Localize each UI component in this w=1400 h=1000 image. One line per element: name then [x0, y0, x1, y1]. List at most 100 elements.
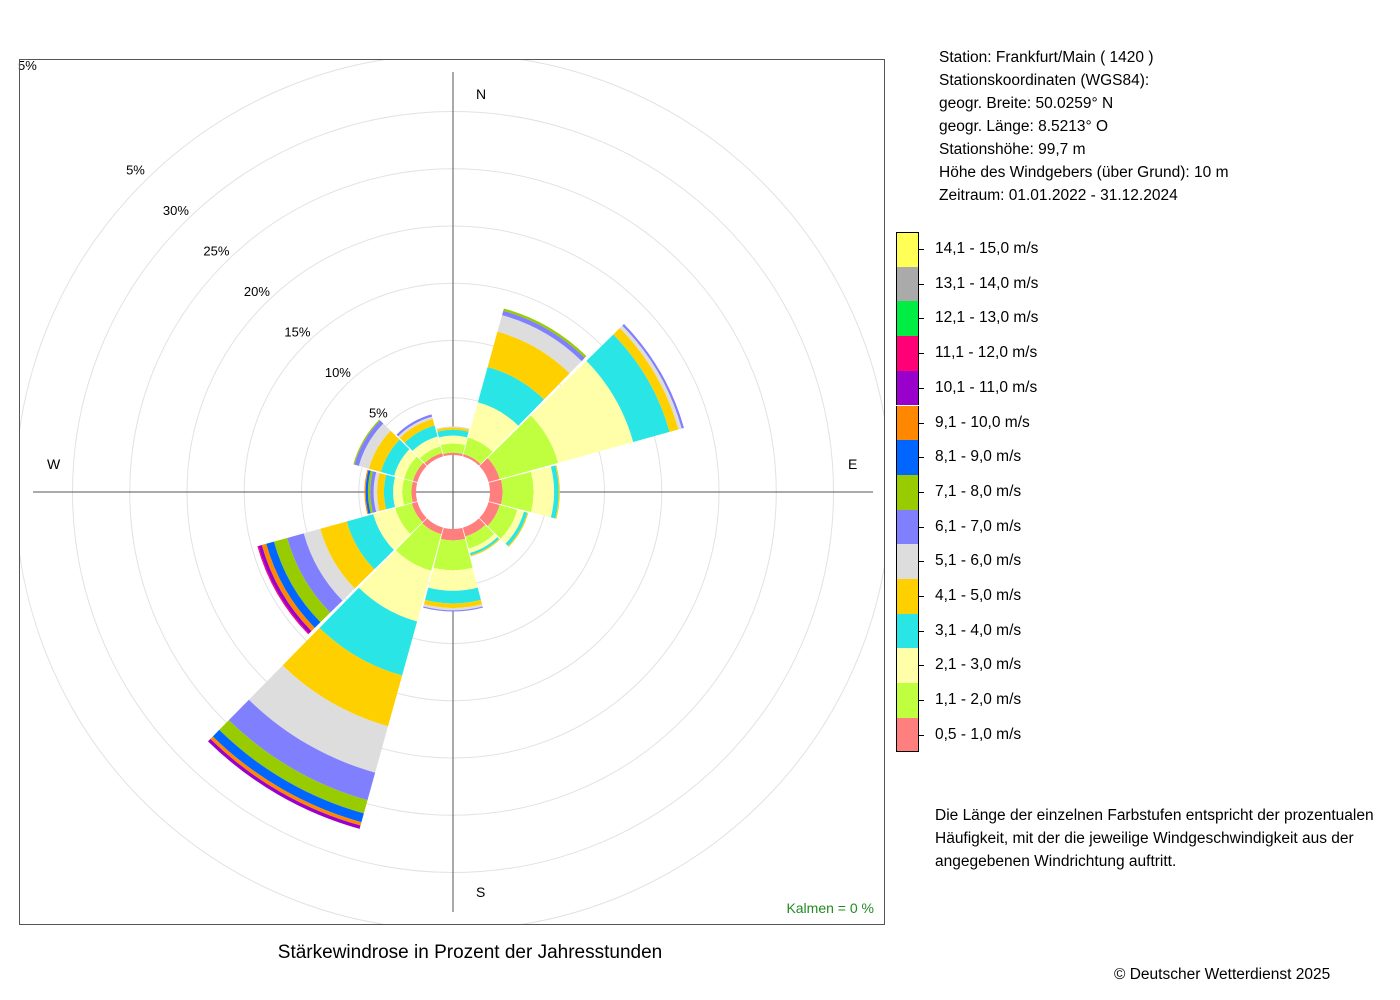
- legend-tick: [919, 665, 924, 667]
- plot-frame: [19, 59, 885, 925]
- sector-0-bin-0: [443, 452, 463, 457]
- sector-330-bin-6: [396, 414, 433, 437]
- sector-240-bin-9: [261, 543, 315, 632]
- sector-30-bin-1: [463, 437, 493, 464]
- sector-240-bin-0: [411, 501, 427, 522]
- sector-120-bin-2: [500, 509, 524, 544]
- sector-180-bin-0: [440, 527, 466, 541]
- sector-60-bin-1: [487, 415, 559, 480]
- legend-swatch: [896, 405, 919, 441]
- compass-north-label: N: [476, 86, 486, 102]
- legend-swatch: [896, 544, 919, 579]
- legend-item: 9,1 - 10,0 m/s: [896, 405, 1296, 441]
- sector-210-bin-5: [248, 665, 389, 773]
- legend-swatch: [896, 232, 919, 267]
- legend-label: 10,1 - 11,0 m/s: [935, 378, 1038, 396]
- legend-tick: [919, 561, 924, 563]
- legend-item: 11,1 - 12,0 m/s: [896, 336, 1296, 371]
- station-latitude: geogr. Breite: 50.0259° N: [939, 95, 1114, 112]
- sector-330-bin-4: [399, 418, 435, 443]
- radial-tick-label: 20%: [244, 284, 270, 299]
- sector-210-bin-0: [422, 518, 444, 535]
- compass-south-label: S: [476, 884, 485, 900]
- legend-swatch: [896, 336, 919, 371]
- explanation-note: Die Länge der einzelnen Farbstufen entsp…: [935, 807, 1374, 870]
- sector-330-bin-3: [404, 425, 438, 451]
- anemometer-height: Höhe des Windgebers (über Grund): 10 m: [939, 164, 1229, 181]
- legend-tick: [919, 318, 924, 320]
- legend-label: 6,1 - 7,0 m/s: [935, 517, 1022, 535]
- sector-180-bin-1: [433, 538, 473, 571]
- legend-swatch: [896, 648, 919, 684]
- legend-label: 14,1 - 15,0 m/s: [935, 240, 1039, 257]
- legend-tick: [919, 526, 924, 528]
- sector-30-bin-3: [477, 366, 544, 426]
- sector-30-bin-2: [468, 402, 519, 452]
- legend-swatch: [896, 301, 919, 337]
- radial-tick-label: 15%: [284, 324, 310, 339]
- sector-240-bin-3: [346, 514, 394, 570]
- legend-label: 0,5 - 1,0 m/s: [935, 725, 1022, 743]
- legend-swatch: [896, 613, 919, 649]
- sector-150-bin-2: [468, 533, 498, 554]
- legend-tick: [919, 491, 924, 493]
- legend-item: 8,1 - 9,0 m/s: [896, 440, 1296, 475]
- sector-0-bin-3: [437, 429, 469, 438]
- legend-swatch: [896, 266, 919, 302]
- legend-swatch: [896, 717, 919, 753]
- legend-label: 2,1 - 3,0 m/s: [935, 656, 1022, 674]
- sector-0-bin-2: [438, 435, 468, 446]
- sector-180-bin-6: [423, 606, 483, 612]
- chart-caption: Stärkewindrose in Prozent der Jahresstun…: [277, 942, 663, 963]
- legend-item: 7,1 - 8,0 m/s: [896, 474, 1296, 510]
- legend-label: 1,1 - 2,0 m/s: [935, 691, 1022, 709]
- sector-150-bin-4: [470, 538, 500, 557]
- legend-item: 1,1 - 2,0 m/s: [896, 683, 1296, 718]
- legend-item: 10,1 - 11,0 m/s: [896, 370, 1296, 406]
- legend-tick: [919, 283, 924, 285]
- sector-240-bin-4: [320, 521, 375, 589]
- sector-300-bin-1: [404, 456, 424, 481]
- station-coordinates-heading: Stationskoordinaten (WGS84):: [939, 72, 1150, 89]
- sector-240-bin-2: [373, 508, 411, 551]
- sector-60-bin-0: [479, 458, 500, 483]
- legend-item: 3,1 - 4,0 m/s: [896, 613, 1296, 649]
- legend-swatch: [896, 370, 919, 406]
- legend-label: 4,1 - 5,0 m/s: [935, 587, 1022, 604]
- sector-270-bin-2: [393, 477, 404, 507]
- sector-270-bin-5: [373, 472, 380, 512]
- sector-90-bin-1: [501, 471, 534, 513]
- sector-180-bin-5: [423, 604, 483, 611]
- sector-300-bin-5: [358, 423, 391, 469]
- sector-210-bin-6: [228, 699, 376, 801]
- legend-item: 5,1 - 6,0 m/s: [896, 544, 1296, 579]
- legend-tick: [919, 353, 924, 355]
- sector-90-bin-2: [530, 466, 555, 518]
- sector-180-bin-3: [425, 587, 481, 604]
- sector-60-bin-4: [613, 328, 679, 432]
- station-elevation: Stationshöhe: 99,7 m: [939, 141, 1086, 158]
- sector-60-bin-5: [619, 325, 682, 430]
- compass-east-label: E: [848, 456, 857, 472]
- radial-tick-labels: 5% 10% 15% 20% 25% 30% 5% 5%: [18, 58, 388, 420]
- legend-item: 14,1 - 15,0 m/s: [896, 232, 1296, 267]
- sector-240-bin-1: [395, 503, 423, 534]
- sector-0-bin-1: [440, 443, 466, 454]
- sector-330-bin-2: [412, 436, 441, 459]
- sector-300-bin-3: [380, 439, 410, 476]
- sector-270-bin-0: [411, 481, 418, 503]
- sector-300-bin-0: [412, 462, 427, 483]
- legend-label: 9,1 - 10,0 m/s: [935, 413, 1030, 431]
- sector-240-bin-10: [258, 545, 312, 634]
- legend-swatch: [896, 474, 919, 510]
- legend-label: 3,1 - 4,0 m/s: [935, 621, 1022, 639]
- sector-180-bin-4: [423, 599, 483, 609]
- sector-330-bin-1: [419, 446, 443, 464]
- legend-tick: [919, 630, 924, 632]
- compass-west-label: W: [47, 456, 61, 472]
- sector-120-bin-3: [505, 511, 528, 547]
- sector-30-bin-0: [462, 454, 481, 466]
- sector-90-bin-0: [488, 479, 503, 505]
- sector-300-bin-4: [368, 430, 400, 473]
- legend-label: 13,1 - 14,0 m/s: [935, 274, 1039, 292]
